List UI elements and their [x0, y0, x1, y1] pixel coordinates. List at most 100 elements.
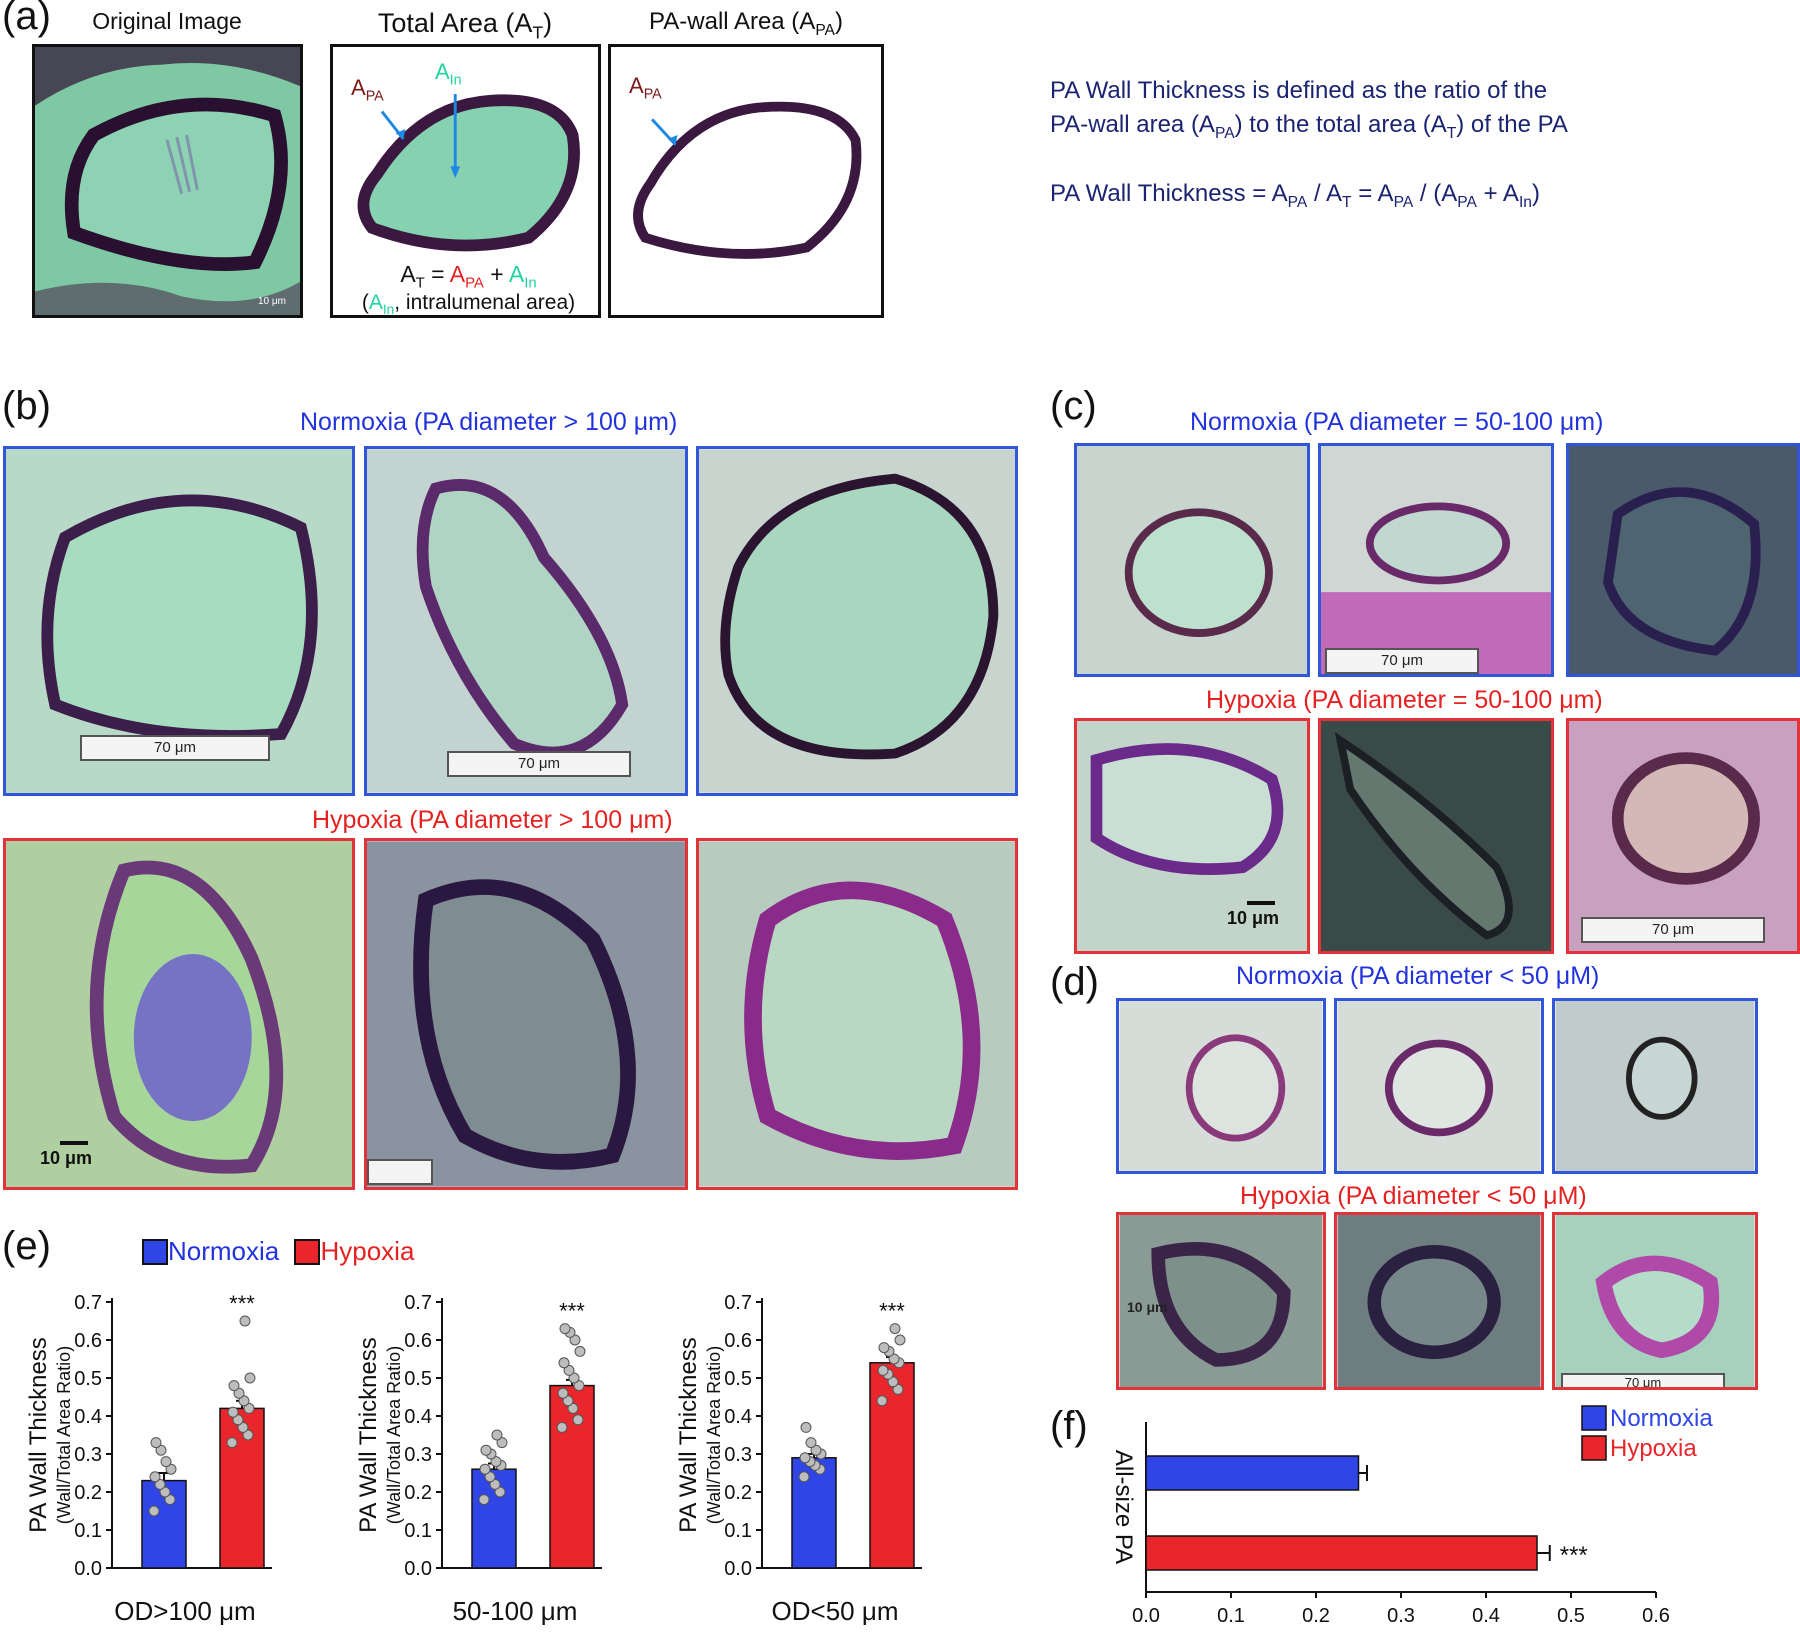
y-tick-label: 0.0 — [74, 1558, 102, 1580]
total-area-title: Total Area (AT) — [377, 8, 553, 43]
panel-b-hypoxia-caption: Hypoxia (PA diameter > 100 μm) — [312, 806, 673, 834]
y-tick-label: 0.6 — [404, 1330, 432, 1352]
data-point — [573, 1380, 585, 1392]
legend-swatch-hypoxia — [294, 1239, 321, 1265]
panel-d-normoxia-caption: Normoxia (PA diameter < 50 μM) — [1236, 962, 1600, 990]
y-tick-label: 0.6 — [74, 1330, 102, 1352]
intralumenal-note: (AIn, intralumenal area) — [361, 291, 576, 318]
wall-area-title: PA-wall Area (APA) — [649, 8, 843, 39]
chart-svg: PA Wall Thickness (Wall/Total Area Ratio)… — [25, 1291, 272, 1626]
panel-label-c: (c) — [1050, 384, 1097, 428]
bar-normoxia — [1145, 1455, 1360, 1491]
panel-c-normoxia-caption: Normoxia (PA diameter = 50-100 μm) — [1190, 408, 1604, 436]
data-point — [557, 1387, 569, 1399]
c-normoxia-image-2: 70 μm — [1318, 443, 1554, 677]
legend-swatch-hypoxia — [1581, 1435, 1607, 1461]
b-normoxia-image-2: 70 μm — [364, 446, 688, 796]
x-tick-label: 0.1 — [1217, 1605, 1245, 1627]
data-point — [243, 1402, 255, 1414]
data-point — [556, 1421, 568, 1433]
panel-label-e: (e) — [2, 1224, 51, 1268]
data-point — [155, 1444, 167, 1456]
data-point — [165, 1463, 177, 1475]
ain-label: AIn — [435, 59, 462, 89]
data-point — [494, 1486, 506, 1498]
data-point — [232, 1414, 244, 1426]
x-tick-label: 0.6 — [1642, 1605, 1670, 1627]
data-point — [567, 1402, 579, 1414]
data-point — [563, 1364, 575, 1376]
y-tick-label: 0.7 — [404, 1292, 432, 1314]
y-tick-label: 0.3 — [74, 1444, 102, 1466]
legend-label-normoxia: Normoxia — [168, 1236, 280, 1266]
data-point — [568, 1372, 580, 1384]
y-tick-label: 0.7 — [724, 1292, 752, 1314]
data-point — [892, 1383, 904, 1395]
data-point — [478, 1494, 490, 1506]
y-axis-subtitle: (Wall/Total Area Ratio) — [704, 1346, 724, 1524]
data-point — [228, 1380, 240, 1392]
wall-area-diagram: APA — [608, 44, 884, 318]
data-point — [558, 1357, 570, 1369]
y-tick-label: 0.5 — [404, 1368, 432, 1390]
y-axis-subtitle: (Wall/Total Area Ratio) — [384, 1346, 404, 1524]
data-point — [888, 1353, 900, 1365]
data-point — [810, 1444, 822, 1456]
data-point — [479, 1463, 491, 1475]
data-point — [489, 1478, 501, 1490]
panel-d-hypoxia-caption: Hypoxia (PA diameter < 50 μM) — [1240, 1182, 1587, 1210]
data-point — [805, 1437, 817, 1449]
significance-marker: *** — [229, 1291, 255, 1316]
y-tick-label: 0.0 — [404, 1558, 432, 1580]
panel-label-d: (d) — [1050, 960, 1099, 1004]
x-axis-title: 50-100 μm — [453, 1596, 578, 1626]
data-point — [889, 1323, 901, 1335]
data-point — [491, 1429, 503, 1441]
data-point — [226, 1437, 238, 1449]
x-tick-label: 0.2 — [1302, 1605, 1330, 1627]
legend-label-hypoxia: Hypoxia — [1610, 1435, 1697, 1462]
data-point — [480, 1444, 492, 1456]
chart-svg: 0.0 0.1 0.2 0.3 0.4 0.5 0.6 PA Wall Thickness (… — [1110, 1405, 1713, 1643]
x-axis-title: OD<50 μm — [772, 1596, 899, 1626]
chart-f-all-size: 0.0 0.1 0.2 0.3 0.4 0.5 0.6 PA Wall Thickness (… — [1080, 1400, 1800, 1643]
bar-hypoxia — [549, 1384, 595, 1569]
b-normoxia-image-1: 70 μm — [3, 446, 355, 796]
data-point — [496, 1437, 508, 1449]
significance-marker: *** — [879, 1299, 905, 1324]
y-tick-label: 0.3 — [404, 1444, 432, 1466]
y-tick-label: 0.5 — [74, 1368, 102, 1390]
scale-bar: 70 μm — [1325, 648, 1479, 674]
x-tick-label: 0.0 — [1132, 1605, 1160, 1627]
b-normoxia-image-3 — [696, 446, 1018, 796]
y-tick-label: 0.2 — [74, 1482, 102, 1504]
y-tick-label: 0.1 — [404, 1520, 432, 1542]
scale-bar: 70 μm — [447, 751, 631, 777]
scale-bar-10: 10 μm — [1227, 901, 1279, 929]
y-tick-label: 0.7 — [74, 1292, 102, 1314]
legend-swatch-normoxia — [142, 1239, 168, 1265]
y-axis-title: PA Wall Thickness — [355, 1337, 382, 1533]
panel-label-a: (a) — [2, 0, 51, 38]
scale-bar: 70 μm — [80, 735, 270, 761]
c-hypoxia-image-2 — [1318, 718, 1554, 954]
c-normoxia-image-1 — [1074, 443, 1310, 677]
chart-svg: PA Wall Thickness (Wall/Total Area Ratio)… — [675, 1292, 922, 1626]
scale-bar: 10 μm — [258, 296, 286, 307]
y-tick-label: 0.3 — [724, 1444, 752, 1466]
data-point — [148, 1505, 160, 1517]
d-hypoxia-image-3: 70 μm — [1552, 1212, 1758, 1390]
scale-label-10: 10 μm — [1127, 1299, 1168, 1315]
scale-bar-10: 10 μm — [40, 1141, 92, 1169]
chart-svg: PA Wall Thickness (Wall/Total Area Ratio)… — [355, 1292, 602, 1626]
x-tick-label: 0.3 — [1387, 1605, 1415, 1627]
significance-marker: *** — [1560, 1542, 1588, 1569]
chart-e-od100: PA Wall Thickness (Wall/Total Area Ratio)… — [0, 1270, 330, 1635]
significance-marker: *** — [559, 1299, 585, 1324]
legend-e: Normoxia Hypoxia — [142, 1236, 414, 1267]
definition-text: PA Wall Thickness is defined as the rati… — [1050, 77, 1568, 211]
y-tick-label: 0.6 — [724, 1330, 752, 1352]
apa-label-wall: APA — [629, 73, 662, 103]
original-micrograph: 10 μm — [32, 44, 303, 318]
b-hypoxia-image-2 — [364, 838, 688, 1190]
